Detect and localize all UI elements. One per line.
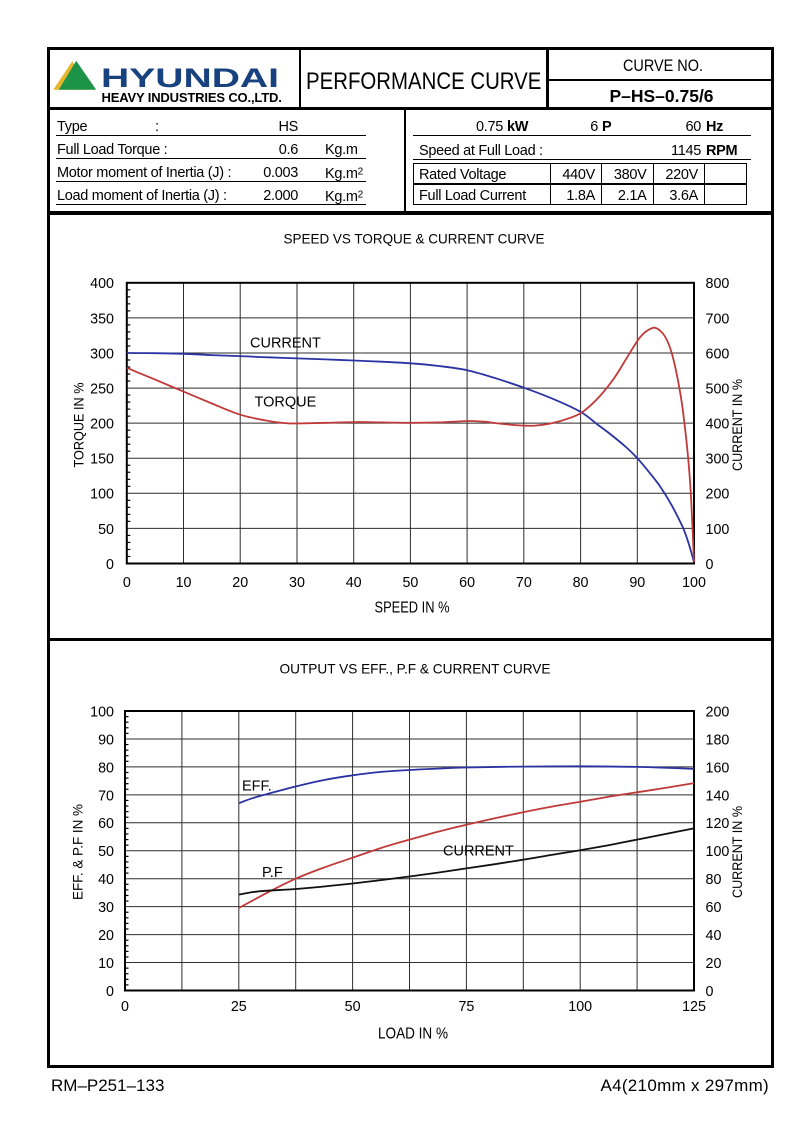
svg-text:0: 0 <box>123 575 131 591</box>
svg-text:0: 0 <box>706 557 714 573</box>
svg-text:200: 200 <box>706 704 730 720</box>
svg-text:140: 140 <box>706 788 730 804</box>
svg-text:100: 100 <box>568 999 592 1015</box>
svg-text:350: 350 <box>90 311 114 327</box>
svg-text:100: 100 <box>682 575 706 591</box>
svg-text:50: 50 <box>345 999 361 1015</box>
svg-text:100: 100 <box>706 844 730 860</box>
svg-text:700: 700 <box>706 311 730 327</box>
svg-text:0: 0 <box>106 557 114 573</box>
svg-text:120: 120 <box>706 816 730 832</box>
svg-text:LOAD IN %: LOAD IN % <box>378 1026 448 1043</box>
svg-text:400: 400 <box>706 417 730 433</box>
svg-text:70: 70 <box>516 575 532 591</box>
svg-text:200: 200 <box>90 417 114 433</box>
svg-text:100: 100 <box>90 487 114 503</box>
svg-text:CURRENT: CURRENT <box>250 336 321 352</box>
svg-text:90: 90 <box>629 575 645 591</box>
svg-text:40: 40 <box>98 872 114 888</box>
svg-text:70: 70 <box>98 788 114 804</box>
svg-text:300: 300 <box>706 452 730 468</box>
svg-text:90: 90 <box>98 732 114 748</box>
svg-text:400: 400 <box>90 276 114 292</box>
svg-text:20: 20 <box>98 928 114 944</box>
svg-text:200: 200 <box>706 487 730 503</box>
svg-text:40: 40 <box>706 928 722 944</box>
svg-text:75: 75 <box>458 999 474 1015</box>
svg-text:80: 80 <box>98 760 114 776</box>
svg-text:80: 80 <box>573 575 589 591</box>
svg-text:OUTPUT VS EFF., P.F & CURRENT: OUTPUT VS EFF., P.F & CURRENT CURVE <box>280 661 551 677</box>
svg-text:10: 10 <box>98 956 114 972</box>
svg-text:0: 0 <box>706 984 714 1000</box>
svg-text:0: 0 <box>121 999 129 1015</box>
svg-text:30: 30 <box>98 900 114 916</box>
svg-text:P.F: P.F <box>262 865 283 881</box>
svg-text:40: 40 <box>346 575 362 591</box>
svg-text:25: 25 <box>231 999 247 1015</box>
svg-text:600: 600 <box>706 346 730 362</box>
svg-text:100: 100 <box>706 522 730 538</box>
svg-text:250: 250 <box>90 381 114 397</box>
svg-text:50: 50 <box>98 844 114 860</box>
svg-text:60: 60 <box>706 900 722 916</box>
svg-text:TORQUE: TORQUE <box>255 395 317 411</box>
svg-text:CURRENT IN %: CURRENT IN % <box>729 806 745 898</box>
svg-text:20: 20 <box>706 956 722 972</box>
svg-text:SPEED VS TORQUE & CURRENT CURV: SPEED VS TORQUE & CURRENT CURVE <box>284 231 545 247</box>
svg-text:CURRENT IN %: CURRENT IN % <box>729 379 745 471</box>
svg-text:60: 60 <box>98 816 114 832</box>
svg-text:50: 50 <box>402 575 418 591</box>
svg-text:160: 160 <box>706 760 730 776</box>
svg-text:60: 60 <box>459 575 475 591</box>
svg-text:125: 125 <box>682 999 706 1015</box>
svg-text:100: 100 <box>90 704 114 720</box>
svg-text:EFF. & P.F IN %: EFF. & P.F IN % <box>70 804 86 900</box>
svg-text:150: 150 <box>90 452 114 468</box>
svg-text:800: 800 <box>706 276 730 292</box>
svg-text:30: 30 <box>289 575 305 591</box>
svg-text:10: 10 <box>176 575 192 591</box>
svg-text:EFF.: EFF. <box>242 779 272 795</box>
svg-text:CURRENT: CURRENT <box>443 844 514 860</box>
svg-text:80: 80 <box>706 872 722 888</box>
svg-text:0: 0 <box>106 984 114 1000</box>
svg-text:50: 50 <box>98 522 114 538</box>
svg-text:180: 180 <box>706 732 730 748</box>
svg-text:500: 500 <box>706 381 730 397</box>
svg-text:300: 300 <box>90 346 114 362</box>
svg-text:20: 20 <box>232 575 248 591</box>
svg-text:SPEED IN %: SPEED IN % <box>375 600 450 617</box>
svg-text:TORQUE IN %: TORQUE IN % <box>71 383 87 468</box>
